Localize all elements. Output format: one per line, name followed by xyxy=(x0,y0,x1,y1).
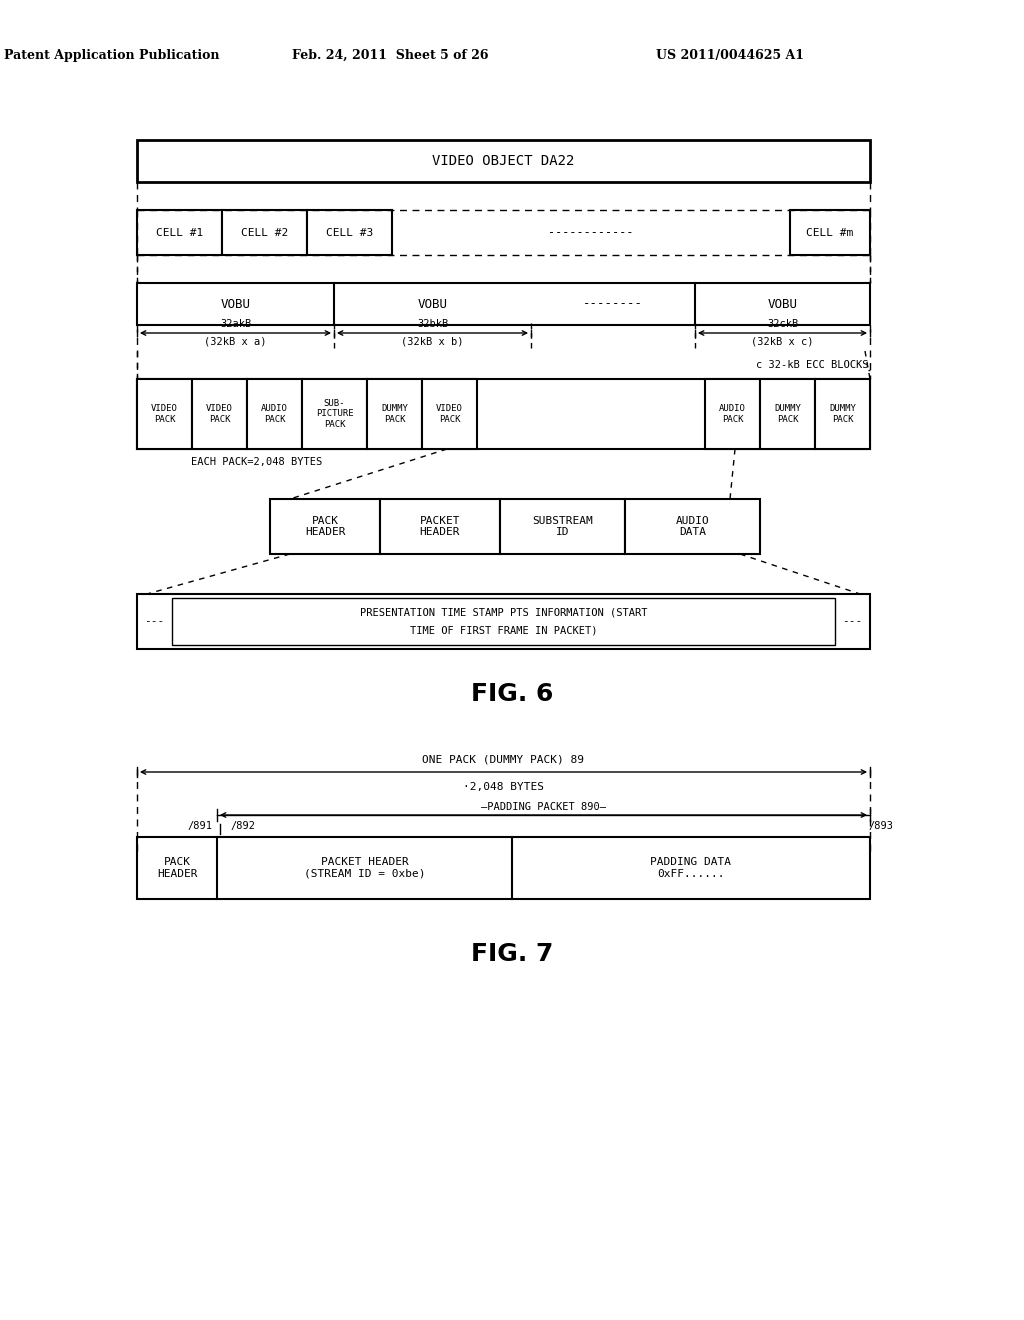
Text: (32kB x a): (32kB x a) xyxy=(204,337,266,347)
Text: Feb. 24, 2011  Sheet 5 of 26: Feb. 24, 2011 Sheet 5 of 26 xyxy=(292,49,488,62)
Text: /893: /893 xyxy=(868,821,893,832)
Bar xyxy=(137,282,870,325)
Bar xyxy=(500,499,625,554)
Bar xyxy=(137,594,870,649)
Text: CELL #2: CELL #2 xyxy=(241,227,288,238)
Bar xyxy=(137,140,870,182)
Text: AUDIO
PACK: AUDIO PACK xyxy=(261,404,288,424)
Text: CELL #3: CELL #3 xyxy=(326,227,373,238)
Text: PACKET HEADER
(STREAM ID = 0xbe): PACKET HEADER (STREAM ID = 0xbe) xyxy=(304,857,425,879)
Bar xyxy=(193,379,247,449)
Text: PACK
HEADER: PACK HEADER xyxy=(157,857,198,879)
Text: VIDEO OBJECT DA22: VIDEO OBJECT DA22 xyxy=(432,154,574,168)
Text: ·2,048 BYTES: ·2,048 BYTES xyxy=(463,781,544,792)
Bar xyxy=(815,379,870,449)
Text: (32kB x b): (32kB x b) xyxy=(401,337,464,347)
Text: —PADDING PACKET 890—: —PADDING PACKET 890— xyxy=(481,803,606,812)
Bar xyxy=(247,379,302,449)
Bar xyxy=(137,379,193,449)
Text: PACKET
HEADER: PACKET HEADER xyxy=(420,516,460,537)
Text: PRESENTATION TIME STAMP PTS INFORMATION (START: PRESENTATION TIME STAMP PTS INFORMATION … xyxy=(359,607,647,618)
Text: /892: /892 xyxy=(230,821,255,832)
Text: VIDEO
PACK: VIDEO PACK xyxy=(436,404,463,424)
Text: /891: /891 xyxy=(187,821,212,832)
Text: DUMMY
PACK: DUMMY PACK xyxy=(774,404,801,424)
Text: AUDIO
DATA: AUDIO DATA xyxy=(676,516,710,537)
Text: 32ckB: 32ckB xyxy=(767,319,798,329)
Text: 32bkB: 32bkB xyxy=(417,319,449,329)
Text: (32kB x c): (32kB x c) xyxy=(752,337,814,347)
Text: PADDING DATA
0xFF......: PADDING DATA 0xFF...... xyxy=(650,857,731,879)
Text: ---: --- xyxy=(144,616,165,627)
Bar xyxy=(790,210,870,255)
Text: VOBU: VOBU xyxy=(418,297,447,310)
Bar xyxy=(270,499,380,554)
Bar xyxy=(422,379,477,449)
Text: AUDIO
PACK: AUDIO PACK xyxy=(719,404,745,424)
Text: SUBSTREAM
ID: SUBSTREAM ID xyxy=(532,516,593,537)
Text: VIDEO
PACK: VIDEO PACK xyxy=(152,404,178,424)
Text: FIG. 7: FIG. 7 xyxy=(471,942,553,966)
Text: TIME OF FIRST FRAME IN PACKET): TIME OF FIRST FRAME IN PACKET) xyxy=(410,626,597,635)
Text: Patent Application Publication: Patent Application Publication xyxy=(4,49,220,62)
Bar xyxy=(222,210,307,255)
Bar xyxy=(302,379,367,449)
Bar xyxy=(380,499,500,554)
Text: SUB-
PICTURE
PACK: SUB- PICTURE PACK xyxy=(315,399,353,429)
Text: VIDEO
PACK: VIDEO PACK xyxy=(206,404,232,424)
Bar xyxy=(137,210,222,255)
Bar xyxy=(137,837,870,899)
Bar xyxy=(367,379,422,449)
Text: CELL #1: CELL #1 xyxy=(156,227,203,238)
Bar xyxy=(705,379,760,449)
Text: ------------: ------------ xyxy=(548,226,634,239)
Bar xyxy=(137,379,870,449)
Bar xyxy=(172,598,835,645)
Text: VOBU: VOBU xyxy=(220,297,251,310)
Text: PACK
HEADER: PACK HEADER xyxy=(305,516,345,537)
Text: EACH PACK=2,048 BYTES: EACH PACK=2,048 BYTES xyxy=(191,457,323,467)
Bar xyxy=(760,379,815,449)
Text: CELL #m: CELL #m xyxy=(806,227,854,238)
Text: ONE PACK (DUMMY PACK) 89: ONE PACK (DUMMY PACK) 89 xyxy=(423,754,585,764)
Text: ---: --- xyxy=(843,616,862,627)
Text: FIG. 6: FIG. 6 xyxy=(471,682,553,706)
Text: --------: -------- xyxy=(583,297,643,310)
Bar xyxy=(307,210,392,255)
Text: DUMMY
PACK: DUMMY PACK xyxy=(829,404,856,424)
Text: c 32-kB ECC BLOCKS: c 32-kB ECC BLOCKS xyxy=(756,360,868,370)
Bar xyxy=(625,499,760,554)
Text: VOBU: VOBU xyxy=(768,297,798,310)
Text: US 2011/0044625 A1: US 2011/0044625 A1 xyxy=(656,49,804,62)
Text: 32akB: 32akB xyxy=(220,319,251,329)
Text: DUMMY
PACK: DUMMY PACK xyxy=(381,404,408,424)
